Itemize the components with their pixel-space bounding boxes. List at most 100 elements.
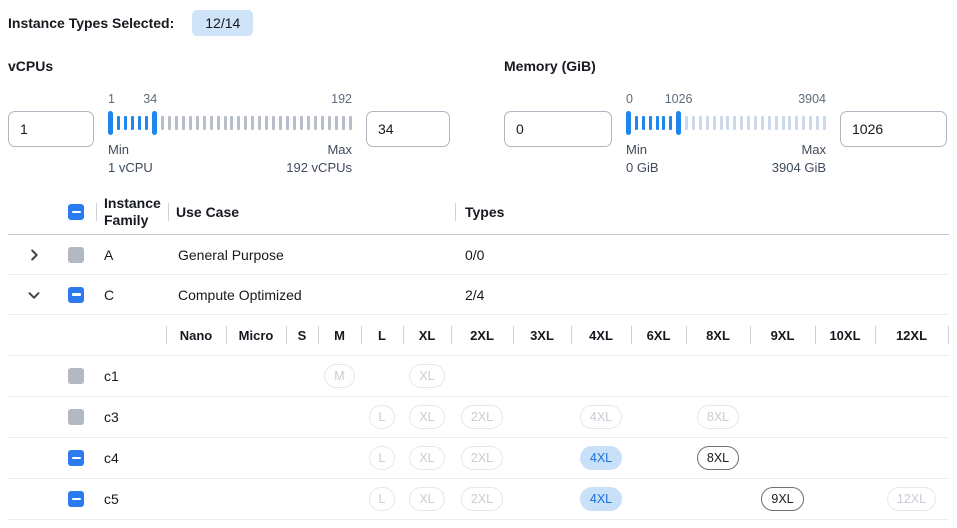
memory-min-caption: Min (626, 142, 647, 157)
memory-range-slider[interactable]: 0 1026 3904 Min 0 GiB Max 3904 GiB (626, 92, 826, 176)
vcpus-tick (195, 116, 199, 130)
memory-tick (648, 116, 652, 130)
selection-summary-bar: Instance Types Selected: 12/14 (8, 8, 949, 38)
vcpus-scale-end: 192 (331, 92, 352, 106)
memory-tick (774, 116, 778, 130)
table-header-row: Instance Family Use Case Types (8, 190, 949, 236)
memory-max-detail: 3904 GiB (771, 159, 826, 175)
vcpus-tick (335, 116, 338, 130)
vcpus-tick (258, 116, 262, 130)
memory-tick (719, 116, 723, 130)
memory-tick (726, 116, 730, 130)
vcpus-tick (123, 116, 127, 130)
vcpus-tick (181, 116, 185, 130)
vcpus-min-detail: 1 vCPU (108, 159, 153, 175)
memory-title: Memory (GiB) (504, 58, 596, 74)
vcpus-scale-current: 34 (143, 92, 158, 106)
instance-name: c5 (104, 491, 119, 508)
memory-tick (740, 116, 744, 130)
vcpus-tick (244, 116, 248, 130)
size-column-m: M (318, 315, 361, 355)
memory-tick (767, 116, 771, 130)
family-checkbox-c[interactable] (68, 286, 84, 303)
vcpus-tick (328, 116, 332, 130)
memory-tick (662, 116, 666, 130)
size-column-10xl: 10XL (815, 315, 875, 355)
memory-max-input[interactable] (840, 111, 947, 147)
indeterminate-mark-icon (71, 293, 81, 296)
size-pill-c3-l: L (368, 405, 396, 430)
family-use-case: General Purpose (178, 246, 284, 263)
vcpus-scale-start: 1 (108, 92, 115, 106)
memory-slider-track[interactable] (626, 110, 826, 136)
instance-family-table: Instance Family Use Case Types A General … (8, 190, 949, 521)
table-body: A General Purpose 0/0 C Compute Optimized 2/4… (8, 235, 949, 521)
vcpus-max-input[interactable] (366, 111, 450, 147)
size-column-micro: Micro (226, 315, 286, 355)
vcpus-upper-handle[interactable] (151, 111, 157, 135)
memory-tick (733, 116, 737, 130)
size-pill-c4-l: L (368, 446, 396, 471)
size-pill-c5-xl: XL (409, 487, 445, 512)
memory-tick (685, 116, 689, 130)
size-pill-c5-4xl[interactable]: 4XL (579, 487, 623, 512)
instance-row-c1: c1 M XL (8, 356, 949, 398)
memory-tick (754, 116, 758, 130)
chevron-down-icon[interactable] (26, 287, 42, 303)
family-use-case: Compute Optimized (178, 286, 302, 303)
memory-filter-section: Memory (GiB) 0 1026 3904 Min 0 GiB (504, 58, 947, 176)
vcpus-tick (265, 116, 269, 130)
instance-name: c4 (104, 450, 119, 467)
vcpus-range-slider[interactable]: 1 34 192 Min 1 vCPU Max 192 vCPUs (108, 92, 352, 176)
memory-scale-current: 1026 (664, 92, 693, 106)
memory-tick (669, 116, 673, 130)
size-header-end-divider (948, 315, 949, 355)
size-pill-c4-4xl[interactable]: 4XL (579, 446, 623, 471)
family-types-count: 2/4 (465, 286, 485, 303)
size-column-l: L (361, 315, 403, 355)
select-all-checkbox[interactable] (68, 204, 84, 221)
instance-checkbox-c4[interactable] (68, 450, 84, 467)
vcpus-min-input[interactable] (8, 111, 94, 147)
memory-minmax-captions: Min 0 GiB Max 3904 GiB (626, 141, 826, 176)
vcpus-tick (209, 116, 213, 130)
vcpus-filter-section: vCPUs 1 34 192 Min 1 vCPU (8, 58, 450, 176)
vcpus-tick (137, 116, 141, 130)
size-header-row: Nano Micro S M L XL 2XL 3XL 4XL 6XL 8XL 9XL 10XL 12XL (8, 315, 949, 357)
vcpus-slider-track[interactable] (108, 110, 352, 136)
size-pill-c3-xl: XL (409, 405, 445, 430)
column-header-use-case: Use Case (168, 190, 455, 234)
memory-upper-handle[interactable] (676, 111, 682, 135)
size-pill-c4-xl: XL (409, 446, 445, 471)
size-pill-c5-9xl[interactable]: 9XL (761, 487, 804, 512)
vcpus-tick (130, 116, 134, 130)
vcpus-title: vCPUs (8, 58, 54, 74)
memory-tick (641, 116, 645, 130)
memory-min-input[interactable] (504, 111, 612, 147)
vcpus-tick (251, 116, 255, 130)
family-checkbox-a (68, 246, 84, 263)
vcpus-tick (144, 116, 148, 130)
vcpus-lower-handle[interactable] (108, 111, 113, 135)
vcpus-tick (293, 116, 297, 130)
indeterminate-mark-icon (71, 210, 81, 214)
indeterminate-mark-icon (71, 497, 81, 501)
family-name: A (104, 246, 114, 263)
vcpus-min-caption: Min (108, 142, 129, 157)
size-column-12xl: 12XL (875, 315, 948, 355)
vcpus-tick (167, 116, 171, 130)
vcpus-scale-labels: 1 34 192 (108, 92, 352, 109)
memory-tick (747, 116, 751, 130)
instance-checkbox-c5[interactable] (68, 491, 84, 508)
memory-lower-handle[interactable] (626, 111, 631, 135)
vcpus-tick (341, 116, 345, 130)
size-column-3xl: 3XL (513, 315, 571, 355)
memory-tick (816, 116, 820, 130)
instance-row-c5: c5 L XL 2XL 4XL 9XL 12XL (8, 479, 949, 521)
size-pill-c4-8xl[interactable]: 8XL (696, 446, 740, 471)
header-chevron-spacer (8, 190, 56, 234)
vcpus-tick (116, 116, 120, 130)
chevron-right-icon[interactable] (26, 247, 42, 263)
memory-tick (760, 116, 764, 130)
